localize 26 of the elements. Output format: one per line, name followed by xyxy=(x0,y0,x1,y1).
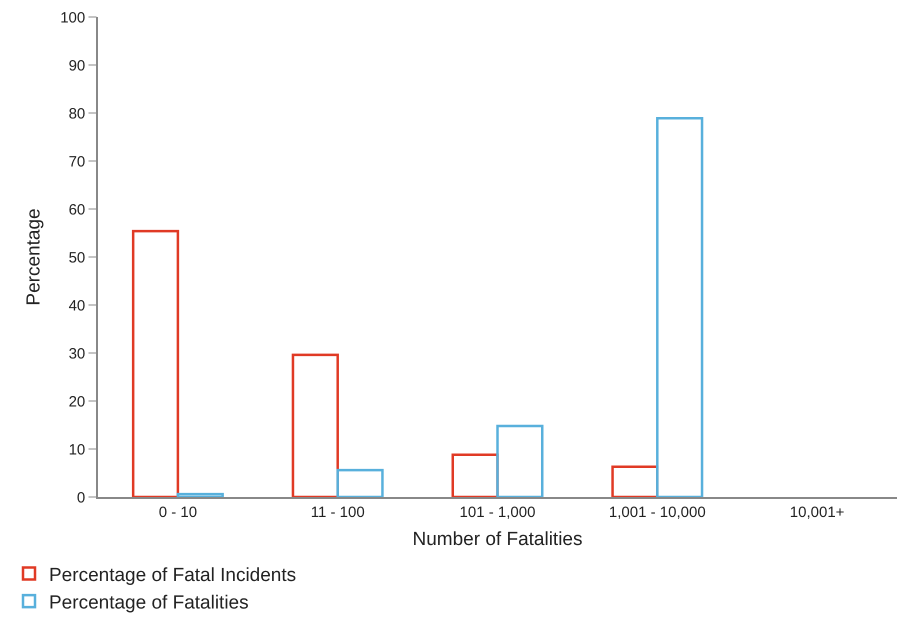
x-tick-label: 0 - 10 xyxy=(158,504,198,521)
y-tick-label: 0 xyxy=(76,489,86,506)
x-tick-label: 1,001 - 10,000 xyxy=(608,504,706,521)
bar xyxy=(496,424,544,497)
x-tick-label: 10,001+ xyxy=(790,504,845,521)
x-axis-title: Number of Fatalities xyxy=(412,529,583,550)
bar xyxy=(292,354,339,497)
y-tick-label: 20 xyxy=(68,393,86,410)
y-tick-label: 40 xyxy=(68,297,86,314)
y-tick-label: 10 xyxy=(68,441,86,458)
legend-label: Percentage of Fatal Incidents xyxy=(49,564,296,586)
y-tick-label: 30 xyxy=(68,345,86,362)
y-tick-label: 100 xyxy=(60,9,86,26)
y-tick-label: 90 xyxy=(68,57,86,74)
bar xyxy=(176,492,224,497)
y-tick-label: 50 xyxy=(68,249,86,266)
bar xyxy=(132,230,180,497)
y-tick-label: 80 xyxy=(68,105,86,122)
bar xyxy=(656,117,704,497)
x-tick-label: 11 - 100 xyxy=(310,504,365,521)
y-tick-label: 60 xyxy=(68,201,86,218)
x-tick-label: 101 - 1,000 xyxy=(460,504,536,521)
bar xyxy=(336,468,384,497)
y-tick-label: 70 xyxy=(68,153,86,170)
y-axis-title: Percentage xyxy=(24,208,45,306)
legend-label: Percentage of Fatalities xyxy=(49,592,249,614)
